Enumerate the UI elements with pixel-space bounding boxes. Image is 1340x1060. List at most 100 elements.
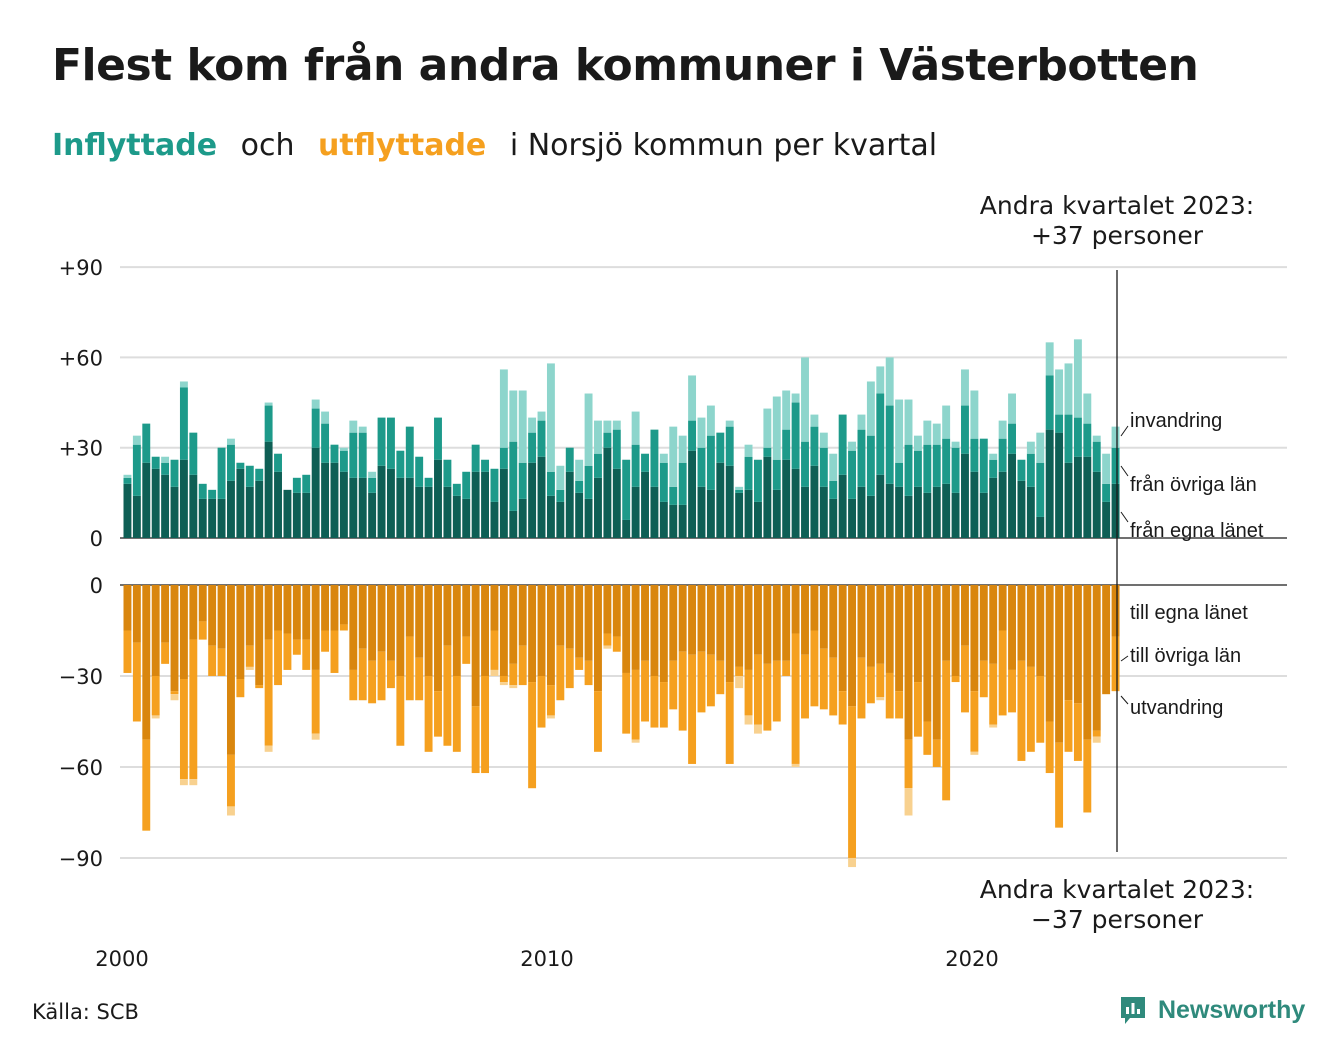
bar-in-1-87 bbox=[942, 438, 951, 484]
bar-in-0-48 bbox=[575, 492, 584, 538]
bar-out-2-54 bbox=[631, 739, 640, 743]
bar-out-1-83 bbox=[904, 739, 913, 789]
bar-in-0-65 bbox=[735, 492, 744, 538]
bar-in-1-65 bbox=[735, 489, 744, 493]
bar-out-1-51 bbox=[603, 633, 612, 646]
bar-in-1-97 bbox=[1036, 462, 1045, 517]
bar-in-2-25 bbox=[358, 426, 367, 433]
bar-out-0-43 bbox=[528, 585, 537, 683]
bar-in-1-52 bbox=[612, 429, 621, 469]
y-tick-top-2: +30 bbox=[59, 437, 103, 461]
bar-out-0-45 bbox=[546, 585, 555, 686]
bar-out-1-26 bbox=[368, 660, 377, 704]
bar-in-0-2 bbox=[142, 462, 151, 538]
bar-out-1-88 bbox=[951, 675, 960, 683]
bar-out-1-65 bbox=[735, 666, 744, 676]
bar-out-2-6 bbox=[179, 779, 188, 786]
bar-in-0-7 bbox=[189, 474, 198, 538]
bar-in-2-23 bbox=[339, 447, 348, 451]
bar-in-1-41 bbox=[509, 441, 518, 511]
bar-in-2-75 bbox=[829, 453, 838, 481]
x-tick-2000: 2000 bbox=[95, 947, 148, 971]
bar-in-0-53 bbox=[622, 519, 631, 538]
bar-in-2-101 bbox=[1073, 339, 1082, 418]
bar-in-0-69 bbox=[772, 489, 781, 538]
bar-in-2-46 bbox=[556, 465, 565, 490]
bar-out-0-95 bbox=[1017, 585, 1026, 661]
bar-out-1-98 bbox=[1045, 721, 1054, 774]
bar-out-2-83 bbox=[904, 788, 913, 816]
bar-out-0-49 bbox=[584, 585, 593, 661]
bar-in-1-44 bbox=[537, 420, 546, 457]
y-tick-bottom-1: −30 bbox=[59, 665, 103, 689]
bar-out-0-101 bbox=[1073, 585, 1082, 704]
bar-out-0-99 bbox=[1055, 585, 1064, 743]
bar-out-0-86 bbox=[932, 585, 941, 740]
bar-in-1-3 bbox=[151, 456, 160, 469]
bar-out-1-20 bbox=[311, 669, 320, 734]
bar-in-1-104 bbox=[1102, 483, 1111, 502]
bar-out-1-72 bbox=[801, 654, 809, 719]
bar-out-0-28 bbox=[386, 585, 395, 661]
bar-out-1-12 bbox=[236, 679, 245, 698]
bar-out-0-38 bbox=[481, 585, 489, 676]
bar-out-0-79 bbox=[866, 585, 875, 667]
bar-out-0-88 bbox=[951, 585, 960, 676]
bar-out-1-19 bbox=[302, 639, 311, 670]
bar-in-2-66 bbox=[744, 444, 753, 457]
bar-in-2-73 bbox=[810, 414, 819, 427]
bar-out-0-18 bbox=[292, 585, 301, 640]
bar-out-1-76 bbox=[838, 691, 847, 725]
bar-out-2-92 bbox=[989, 724, 998, 728]
bar-in-0-50 bbox=[594, 477, 602, 538]
bar-in-1-7 bbox=[189, 432, 198, 475]
bar-out-1-80 bbox=[876, 663, 885, 698]
brand[interactable]: Newsworthy bbox=[1118, 994, 1305, 1026]
bar-in-2-89 bbox=[961, 369, 969, 406]
bar-out-1-7 bbox=[189, 639, 198, 780]
bar-out-0-37 bbox=[471, 585, 480, 707]
bar-out-0-75 bbox=[829, 585, 838, 658]
y-tick-bottom-3: −90 bbox=[59, 847, 103, 871]
bar-in-0-42 bbox=[518, 498, 527, 538]
bar-in-2-44 bbox=[537, 411, 546, 421]
bar-in-0-38 bbox=[481, 471, 489, 538]
bar-in-0-9 bbox=[208, 498, 217, 538]
bar-in-0-46 bbox=[556, 501, 565, 538]
bar-in-2-96 bbox=[1026, 441, 1035, 454]
bar-out-1-0 bbox=[123, 630, 132, 673]
bar-in-2-26 bbox=[368, 471, 377, 478]
bar-in-2-15 bbox=[264, 402, 273, 406]
bar-in-1-81 bbox=[885, 405, 894, 484]
bar-in-1-1 bbox=[132, 444, 141, 496]
bar-in-1-93 bbox=[998, 438, 1007, 472]
bar-in-0-35 bbox=[452, 495, 461, 538]
bar-out-0-33 bbox=[434, 585, 442, 692]
bar-out-0-87 bbox=[942, 585, 951, 661]
bar-out-0-64 bbox=[725, 585, 734, 683]
bar-out-0-98 bbox=[1045, 585, 1054, 722]
bar-out-0-100 bbox=[1064, 585, 1073, 701]
bar-in-2-93 bbox=[998, 420, 1007, 439]
bar-in-1-4 bbox=[161, 462, 170, 475]
bar-in-1-16 bbox=[274, 453, 282, 472]
bar-in-2-103 bbox=[1092, 435, 1101, 442]
bar-in-1-39 bbox=[490, 468, 499, 502]
bar-out-0-42 bbox=[518, 585, 527, 646]
bar-in-0-19 bbox=[302, 492, 311, 538]
bar-out-2-15 bbox=[264, 745, 273, 752]
bar-out-1-50 bbox=[594, 691, 602, 752]
bar-in-1-26 bbox=[368, 477, 377, 493]
bar-in-0-45 bbox=[546, 495, 555, 538]
bar-in-0-17 bbox=[283, 489, 292, 538]
bar-in-2-82 bbox=[895, 399, 904, 463]
bar-out-2-65 bbox=[735, 675, 744, 689]
bar-in-2-102 bbox=[1083, 393, 1092, 424]
bar-in-1-14 bbox=[255, 468, 264, 481]
bar-in-0-59 bbox=[678, 504, 687, 538]
bar-in-0-56 bbox=[650, 486, 659, 538]
bar-out-0-44 bbox=[537, 585, 546, 676]
bar-in-1-78 bbox=[857, 429, 866, 487]
bar-in-1-80 bbox=[876, 393, 885, 475]
bar-out-0-91 bbox=[979, 585, 988, 661]
